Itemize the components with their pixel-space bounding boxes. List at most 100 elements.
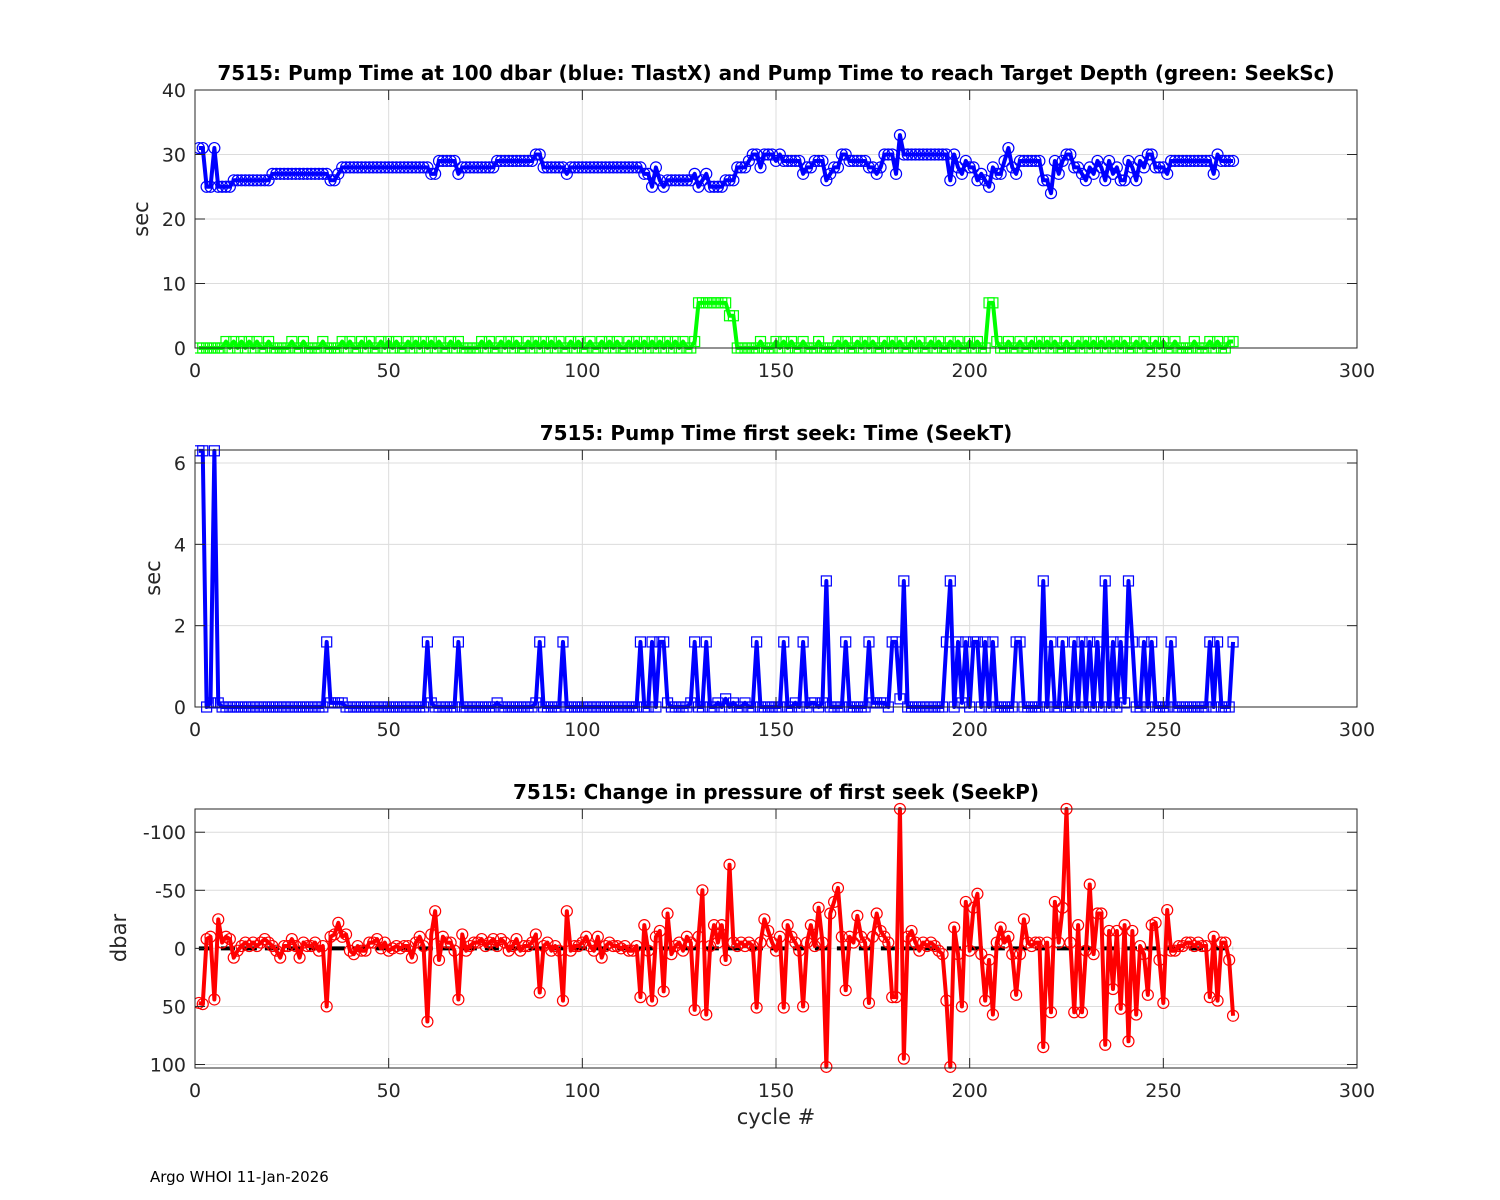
data-point-TlastX — [928, 148, 941, 161]
data-point-SeekP — [285, 932, 298, 946]
data-point-TlastX — [1145, 148, 1158, 161]
data-point-SeekP — [1048, 895, 1061, 909]
data-point-SeekT — [778, 636, 790, 648]
data-point-TlastX — [1199, 154, 1213, 168]
data-point-TlastX — [1010, 167, 1023, 180]
data-point-SeekSc — [235, 335, 248, 348]
data-point-SeekT — [1057, 636, 1069, 648]
data-point-TlastX — [196, 141, 209, 155]
data-point-TlastX — [773, 148, 786, 161]
data-point-TlastX — [614, 161, 628, 174]
data-point-SeekSc — [510, 335, 523, 348]
series-TlastX — [195, 129, 1240, 200]
data-point-SeekP — [1087, 948, 1100, 961]
data-point-TlastX — [1203, 154, 1216, 168]
data-point-SeekP — [281, 939, 295, 953]
data-point-SeekP — [339, 928, 353, 941]
data-point-TlastX — [955, 167, 969, 180]
data-point-SeekP — [1141, 988, 1154, 1001]
data-point-TlastX — [1091, 154, 1104, 168]
data-point-SeekP — [1180, 936, 1193, 949]
data-point-TlastX — [208, 141, 221, 155]
data-point-TlastX — [827, 161, 841, 174]
data-point-TlastX — [266, 167, 279, 180]
subplot-3-ylabel: dbar — [107, 914, 131, 963]
data-point-TlastX — [378, 161, 391, 174]
data-point-SeekP — [797, 1000, 810, 1013]
data-point-SeekSc — [220, 335, 232, 348]
data-point-SeekP — [1199, 939, 1213, 953]
subplot-1-ylabel: sec — [129, 201, 153, 236]
data-point-SeekP — [525, 936, 539, 949]
data-point-SeekT — [1227, 636, 1239, 648]
data-point-SeekSc — [840, 335, 852, 348]
x-tick-label: 300 — [1339, 719, 1375, 741]
data-point-TlastX — [1041, 174, 1054, 187]
data-point-TlastX — [200, 180, 213, 193]
subplot-2-title: 7515: Pump Time first seek: Time (SeekT) — [540, 421, 1013, 445]
data-point-TlastX — [529, 148, 542, 161]
data-point-SeekP — [812, 901, 825, 914]
data-point-SeekP — [1068, 1006, 1081, 1019]
data-point-TlastX — [332, 167, 345, 180]
data-point-TlastX — [254, 174, 267, 187]
data-point-SeekP — [692, 930, 705, 943]
data-point-TlastX — [564, 161, 577, 174]
data-point-SeekP — [924, 936, 938, 949]
x-tick-label: 50 — [377, 1080, 401, 1102]
data-point-TlastX — [951, 161, 965, 174]
data-point-SeekP — [1017, 913, 1030, 926]
data-point-SeekT — [898, 575, 910, 587]
data-point-TlastX — [413, 161, 426, 174]
data-point-TlastX — [766, 148, 779, 161]
data-point-SeekT — [720, 693, 732, 705]
data-point-TlastX — [607, 161, 620, 174]
data-point-TlastX — [417, 161, 430, 174]
data-point-SeekP — [909, 936, 922, 949]
data-point-TlastX — [293, 167, 306, 180]
data-point-SeekP — [421, 1015, 434, 1028]
data-point-TlastX — [1130, 174, 1143, 187]
data-point-TlastX — [541, 161, 554, 174]
x-tick-label: 0 — [189, 719, 201, 741]
data-point-TlastX — [913, 148, 926, 161]
data-point-TlastX — [889, 167, 903, 180]
x-tick-label: 100 — [564, 360, 600, 382]
data-point-SeekT — [1084, 636, 1096, 648]
data-point-TlastX — [281, 167, 295, 180]
data-point-SeekP — [1137, 948, 1151, 961]
series-line-SeekP — [198, 807, 1236, 1069]
data-point-SeekT — [425, 697, 437, 709]
y-tick-label: -50 — [155, 880, 186, 902]
data-point-SeekP — [1110, 924, 1123, 938]
data-point-SeekSc — [754, 335, 767, 348]
data-point-SeekP — [727, 936, 740, 949]
x-tick-label: 250 — [1145, 1080, 1181, 1102]
y-tick-label: 0 — [174, 938, 186, 960]
data-point-TlastX — [862, 161, 876, 174]
data-point-TlastX — [436, 154, 449, 168]
data-point-SeekP — [363, 936, 376, 949]
data-point-SeekP — [804, 919, 817, 932]
data-point-SeekP — [735, 936, 748, 949]
data-point-SeekP — [1122, 1035, 1135, 1048]
data-point-SeekP — [746, 939, 759, 953]
data-point-TlastX — [525, 154, 539, 168]
data-point-SeekP — [715, 919, 728, 932]
data-point-SeekP — [835, 930, 848, 943]
data-point-SeekP — [793, 944, 806, 957]
data-point-SeekT — [208, 445, 220, 457]
data-point-SeekSc — [677, 335, 689, 348]
data-point-TlastX — [754, 161, 767, 174]
data-point-TlastX — [920, 148, 934, 161]
data-point-TlastX — [618, 161, 632, 174]
data-point-SeekP — [483, 936, 496, 949]
data-point-TlastX — [1052, 167, 1065, 180]
data-point-TlastX — [638, 167, 651, 180]
data-point-TlastX — [308, 167, 322, 180]
data-point-SeekP — [250, 939, 264, 953]
y-tick-label: 40 — [162, 80, 186, 102]
data-point-SeekP — [688, 1003, 701, 1017]
data-point-TlastX — [676, 174, 690, 187]
